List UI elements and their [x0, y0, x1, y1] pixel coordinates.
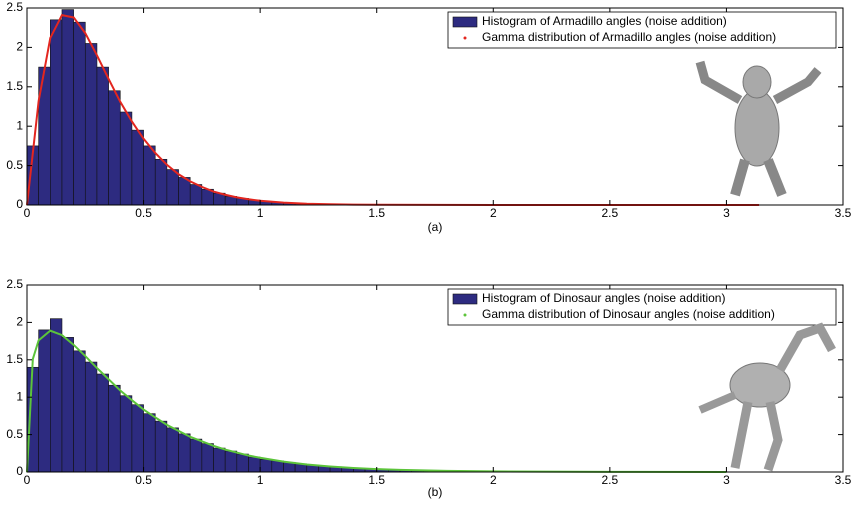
histogram-bar: [178, 177, 191, 206]
y-tick-label: 2: [16, 40, 23, 54]
histogram-bar: [178, 433, 191, 473]
armadillo-image: [695, 60, 822, 197]
x-tick-label: 0: [24, 206, 31, 220]
y-tick-label: 1: [16, 389, 23, 403]
histogram-bar: [131, 129, 144, 206]
x-tick-label: 2: [490, 473, 497, 487]
histogram-bar: [224, 450, 238, 473]
histogram-bar: [38, 329, 51, 473]
y-tick-label: 0.5: [6, 158, 23, 172]
histogram-bar: [61, 9, 74, 206]
legend-swatch: [463, 36, 467, 40]
y-tick-label: 2.5: [6, 277, 23, 291]
histogram-bar: [154, 420, 168, 473]
histogram-bar: [248, 456, 261, 473]
axes-frame: [26, 284, 844, 473]
x-tick-label: 1.5: [368, 206, 385, 220]
legend-label: Histogram of Armadillo angles (noise add…: [482, 14, 727, 28]
histogram-bar: [213, 447, 226, 473]
histogram-bar: [108, 384, 121, 473]
legend-label: Histogram of Dinosaur angles (noise addi…: [482, 291, 725, 305]
x-tick-label: 3.5: [835, 206, 852, 220]
dinosaur-image: [698, 322, 836, 472]
y-tick-label: 2: [16, 315, 23, 329]
x-tick-label: 0.5: [135, 206, 152, 220]
y-tick-label: 0: [16, 464, 23, 478]
histogram-bar: [131, 404, 144, 473]
y-tick-label: 0: [16, 197, 23, 211]
x-tick-label: 2.5: [602, 473, 619, 487]
panel: 0 0.5 1 1.5 2 2.5 3 3.5 0 0.5 1 1.5 2 2.5 Histogram of…: [6, 277, 851, 499]
histogram-bar: [154, 158, 168, 206]
legend-swatch: [452, 16, 478, 28]
x-tick-label: 2: [490, 206, 497, 220]
x-tick-label: 3: [723, 473, 730, 487]
legend-box: [447, 11, 837, 49]
legend-swatch: [452, 293, 478, 305]
histogram-bar: [50, 318, 63, 473]
histogram-bar: [96, 373, 109, 473]
histogram-bar: [271, 460, 284, 473]
x-tick-label: 3.5: [835, 473, 852, 487]
histogram-bar: [143, 413, 156, 473]
panel: 0 0.5 1 1.5 2 2.5 3 3.5 0 0.5 1 1.5 2 2.5 Histogram of…: [6, 0, 851, 234]
histogram-bar: [259, 458, 273, 473]
histogram-bar: [189, 438, 203, 473]
histogram-bar: [73, 21, 86, 206]
histogram-bar: [189, 184, 203, 206]
x-tick-label: 0: [24, 473, 31, 487]
caption: (b): [428, 485, 443, 499]
histogram-bar: [84, 43, 98, 206]
histogram-bar: [119, 111, 133, 206]
y-tick-label: 2.5: [6, 0, 23, 14]
gamma-curve: [26, 329, 727, 473]
legend-label: Gamma distribution of Armadillo angles (…: [482, 30, 776, 44]
histogram-bar: [143, 145, 156, 206]
x-tick-label: 1.5: [368, 473, 385, 487]
legend-box: [447, 288, 837, 326]
axes-frame: [26, 7, 844, 206]
x-tick-label: 2.5: [602, 206, 619, 220]
x-tick-label: 3: [723, 206, 730, 220]
x-tick-label: 0.5: [135, 473, 152, 487]
legend-label: Gamma distribution of Dinosaur angles (n…: [482, 307, 775, 321]
histogram-bar: [96, 66, 109, 206]
histogram-bar: [73, 350, 86, 473]
x-tick-label: 1: [257, 473, 264, 487]
histogram-bar: [119, 395, 133, 473]
caption: (a): [428, 220, 443, 234]
y-tick-label: 1.5: [6, 352, 23, 366]
histogram-bar: [166, 169, 179, 206]
legend-swatch: [463, 313, 467, 317]
histogram-bar: [166, 427, 179, 473]
histogram-bar: [108, 90, 121, 206]
y-tick-label: 0.5: [6, 427, 23, 441]
y-tick-label: 1: [16, 118, 23, 132]
histogram-bar: [236, 453, 249, 473]
x-tick-label: 1: [257, 206, 264, 220]
histogram-bar: [201, 443, 214, 473]
y-tick-label: 1.5: [6, 79, 23, 93]
histogram-bar: [50, 19, 63, 206]
histogram-bar: [84, 361, 98, 473]
histogram-bar: [61, 337, 74, 473]
